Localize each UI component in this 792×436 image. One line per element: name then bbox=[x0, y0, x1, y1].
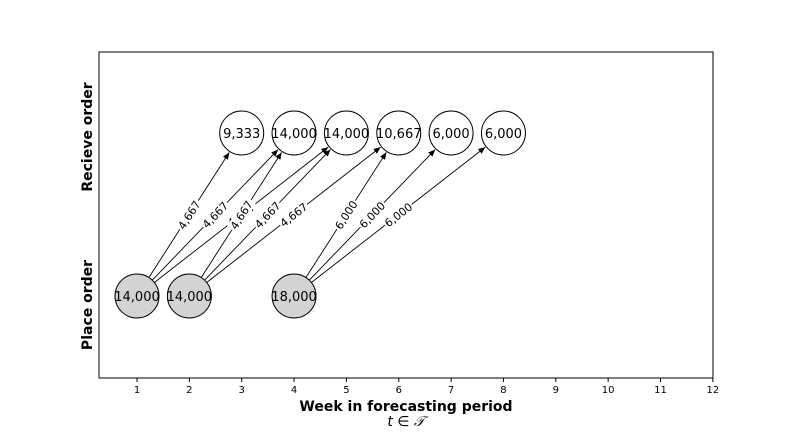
x-tick-label: 3 bbox=[239, 385, 245, 396]
row-label-receive: Recieve order bbox=[80, 82, 96, 191]
edge-label: 4,667 bbox=[278, 200, 311, 230]
edge-label: 6,000 bbox=[382, 200, 415, 230]
receive-node bbox=[323, 110, 369, 156]
edge-label-group: 4,667 bbox=[276, 199, 311, 230]
receive-node bbox=[480, 110, 526, 156]
edge-label: 6,000 bbox=[333, 198, 361, 232]
receive-node bbox=[219, 110, 265, 156]
x-tick-label: 12 bbox=[706, 385, 719, 396]
receive-node-label: 6,000 bbox=[485, 127, 522, 142]
place-node bbox=[271, 273, 317, 319]
receive-node bbox=[271, 110, 317, 156]
x-tick-label: 9 bbox=[553, 385, 559, 396]
x-axis: 1 2 3 4 5 6 7 8 9 10 11 12 bbox=[134, 378, 719, 396]
x-tick-label: 5 bbox=[343, 385, 349, 396]
edge-label-group: 6,000 bbox=[356, 198, 389, 232]
place-node-label: 18,000 bbox=[271, 290, 317, 305]
edge-label-group: 6,000 bbox=[331, 197, 361, 233]
place-node bbox=[114, 273, 160, 319]
x-tick-label: 8 bbox=[500, 385, 506, 396]
place-node bbox=[166, 273, 212, 319]
edge-label-background bbox=[331, 197, 361, 233]
edge-label-group: 4,667 bbox=[174, 197, 204, 233]
edge-label-background bbox=[381, 199, 416, 230]
row-label-place: Place order bbox=[80, 260, 96, 350]
edge-label-background bbox=[174, 197, 204, 233]
edge-label: 4,667 bbox=[176, 198, 204, 232]
place-node-label: 14,000 bbox=[114, 290, 160, 305]
x-tick-label: 6 bbox=[396, 385, 402, 396]
receive-node-label: 14,000 bbox=[271, 127, 317, 142]
x-tick-label: 11 bbox=[654, 385, 667, 396]
x-axis-title: Week in forecasting period bbox=[299, 399, 512, 415]
edge-label-background bbox=[199, 198, 232, 232]
place-node-label: 14,000 bbox=[167, 290, 213, 305]
edge-labels-layer: 4,6674,6674,6674,6674,6674,6676,0006,000… bbox=[174, 197, 416, 233]
edge-label-group: 4,667 bbox=[199, 198, 232, 232]
x-axis-subtitle: t ∈ 𝒯 bbox=[387, 414, 429, 430]
x-tick-label: 1 bbox=[134, 385, 140, 396]
receive-node bbox=[376, 110, 422, 156]
receive-node-label: 14,000 bbox=[324, 127, 370, 142]
plot-frame bbox=[98, 51, 714, 379]
receive-node-label: 6,000 bbox=[432, 127, 469, 142]
edge-label-background bbox=[251, 198, 284, 232]
x-tick-label: 10 bbox=[602, 385, 615, 396]
edge-label-group: 6,000 bbox=[381, 199, 416, 230]
edges-layer bbox=[148, 146, 486, 283]
edge-label-background bbox=[276, 199, 311, 230]
edge-label-background bbox=[227, 197, 256, 233]
x-tick-label: 2 bbox=[186, 385, 192, 396]
receive-node-label: 10,667 bbox=[376, 127, 422, 142]
x-tick-label: 7 bbox=[448, 385, 454, 396]
edge-label-background bbox=[356, 198, 389, 232]
receive-node bbox=[428, 110, 474, 156]
receive-node-label: 9,333 bbox=[223, 127, 260, 142]
x-tick-label: 4 bbox=[291, 385, 297, 396]
